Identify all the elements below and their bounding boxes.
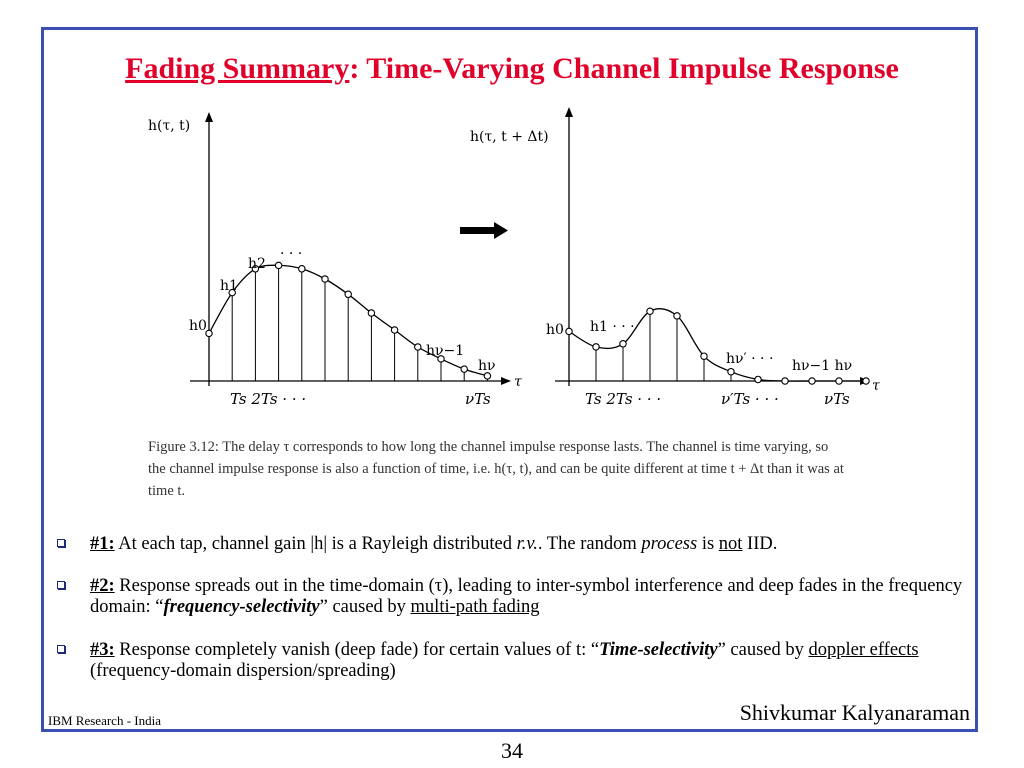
right-tap-point	[646, 307, 654, 315]
left-tap-label-h0: h0	[189, 318, 207, 334]
left-tick-labels: Ts 2Ts · · ·	[230, 390, 306, 408]
bullet-2-text-b: ” caused by	[319, 597, 411, 617]
right-tap-label-h0: h0	[546, 322, 564, 338]
bullet-1-text-c: is	[697, 534, 719, 554]
left-tap-point	[483, 372, 492, 380]
right-tap-point	[673, 312, 681, 320]
footer-author: Shivkumar Kalyanaraman	[739, 700, 970, 725]
left-tap-label-h2: h2	[248, 256, 266, 272]
right-tick-label-nuprimeTs: ν′Ts · · ·	[721, 390, 779, 408]
bullet-1-text-d: IID.	[742, 534, 778, 554]
left-tap-label-h1: h1	[220, 278, 238, 294]
bullet-3-text-c: (frequency-domain dispersion/spreading)	[90, 661, 396, 681]
left-x-symbol: τ	[514, 374, 522, 390]
right-tap-label-hnuprime: hν′ · · ·	[726, 351, 773, 367]
left-tap-point	[251, 265, 260, 273]
left-sample-points	[205, 261, 492, 380]
right-tap-point	[565, 327, 573, 336]
bullet-2-text-a: Response spreads out in the time-domain …	[90, 576, 963, 617]
bullet-1-process: process	[641, 534, 698, 554]
left-tap-point	[367, 309, 376, 317]
right-tap-point	[808, 377, 816, 385]
bullet-1-rv: r.v.	[516, 534, 538, 554]
right-plot: h(τ, t + Δt) τ h0 h1 · · · hν′ · · · hν−…	[470, 107, 880, 408]
right-tap-point	[835, 377, 843, 385]
left-tap-point	[344, 290, 352, 299]
bullet-1-text-a: At each tap, channel gain |h| is a Rayle…	[114, 534, 517, 554]
left-tap-label-hnu: hν	[478, 358, 496, 374]
bullet-1-num: #1:	[90, 534, 115, 554]
left-tap-point	[228, 288, 236, 297]
right-tap-point	[781, 377, 789, 385]
right-y-arrow	[565, 107, 573, 117]
right-tap-label-h1: h1 · · ·	[590, 319, 635, 335]
checkbox-bullet-icon	[57, 539, 65, 547]
bullet-2-frequency-selectivity: frequency-selectivity	[163, 597, 320, 617]
impulse-response-figure: h(τ, t) τ h0 h1 h2 · · · hν−1 hν Ts 2Ts …	[148, 107, 880, 408]
left-tap-point	[321, 275, 329, 283]
arrow-head	[494, 222, 508, 239]
footer-org: IBM Research - India	[48, 713, 161, 728]
right-sample-points	[565, 307, 870, 385]
left-y-label: h(τ, t)	[148, 118, 190, 134]
transition-arrow	[460, 222, 508, 239]
left-tap-point	[274, 261, 283, 270]
left-x-arrow	[501, 377, 511, 385]
title-underlined: Fading Summary	[125, 52, 350, 85]
bullet-1-text-b: . The random	[537, 534, 642, 554]
left-tap-point	[437, 355, 445, 363]
bullet-3-text-b: ” caused by	[717, 640, 809, 660]
figure-caption: Figure 3.12: The delay τ corresponds to …	[148, 439, 844, 499]
right-tick-labels: Ts 2Ts · · ·	[585, 390, 661, 408]
right-tap-point	[592, 343, 600, 351]
left-tap-point	[460, 365, 468, 373]
right-tap-point	[700, 352, 708, 360]
bullet-2-num: #2:	[90, 576, 115, 596]
slide-title: Fading Summary: Time-Varying Channel Imp…	[0, 52, 1024, 86]
arrow-shaft	[460, 227, 496, 234]
left-y-arrow	[205, 112, 213, 122]
left-stems	[208, 265, 488, 381]
title-rest: : Time-Varying Channel Impulse Response	[349, 52, 899, 85]
right-x-symbol: τ	[872, 378, 880, 394]
right-y-label: h(τ, t + Δt)	[470, 129, 549, 145]
checkbox-bullet-icon	[57, 645, 65, 653]
right-tap-point	[862, 377, 870, 385]
bullet-3-doppler-effects: doppler effects	[808, 640, 919, 660]
right-tap-label-hnu: hν−1 hν	[792, 358, 852, 374]
left-tap-point	[298, 265, 306, 273]
checkbox-bullet-icon	[57, 581, 65, 589]
left-tap-point	[390, 326, 399, 334]
bullet-2-multipath-fading: multi-path fading	[410, 597, 540, 617]
bullet-3-text-a: Response completely vanish (deep fade) f…	[114, 640, 600, 660]
bullet-1-not: not	[718, 534, 743, 554]
bullet-3-time-selectivity: Time-selectivity	[599, 640, 718, 660]
left-tap-label-hnu-1: hν−1	[426, 343, 464, 359]
right-tick-label-nuTs: νTs	[824, 390, 850, 408]
slide-frame	[41, 27, 978, 732]
left-tap-label-dots: · · ·	[280, 246, 302, 262]
page-number: 34	[501, 738, 523, 763]
left-tap-point	[414, 343, 422, 351]
right-tap-point	[754, 375, 762, 384]
bullet-3-num: #3:	[90, 640, 115, 660]
left-tap-point	[205, 329, 213, 338]
right-tap-point	[727, 367, 735, 376]
right-tap-point	[619, 340, 627, 348]
left-tick-label-nuTs: νTs	[465, 390, 491, 408]
left-plot: h(τ, t) τ h0 h1 h2 · · · hν−1 hν Ts 2Ts …	[148, 112, 522, 408]
